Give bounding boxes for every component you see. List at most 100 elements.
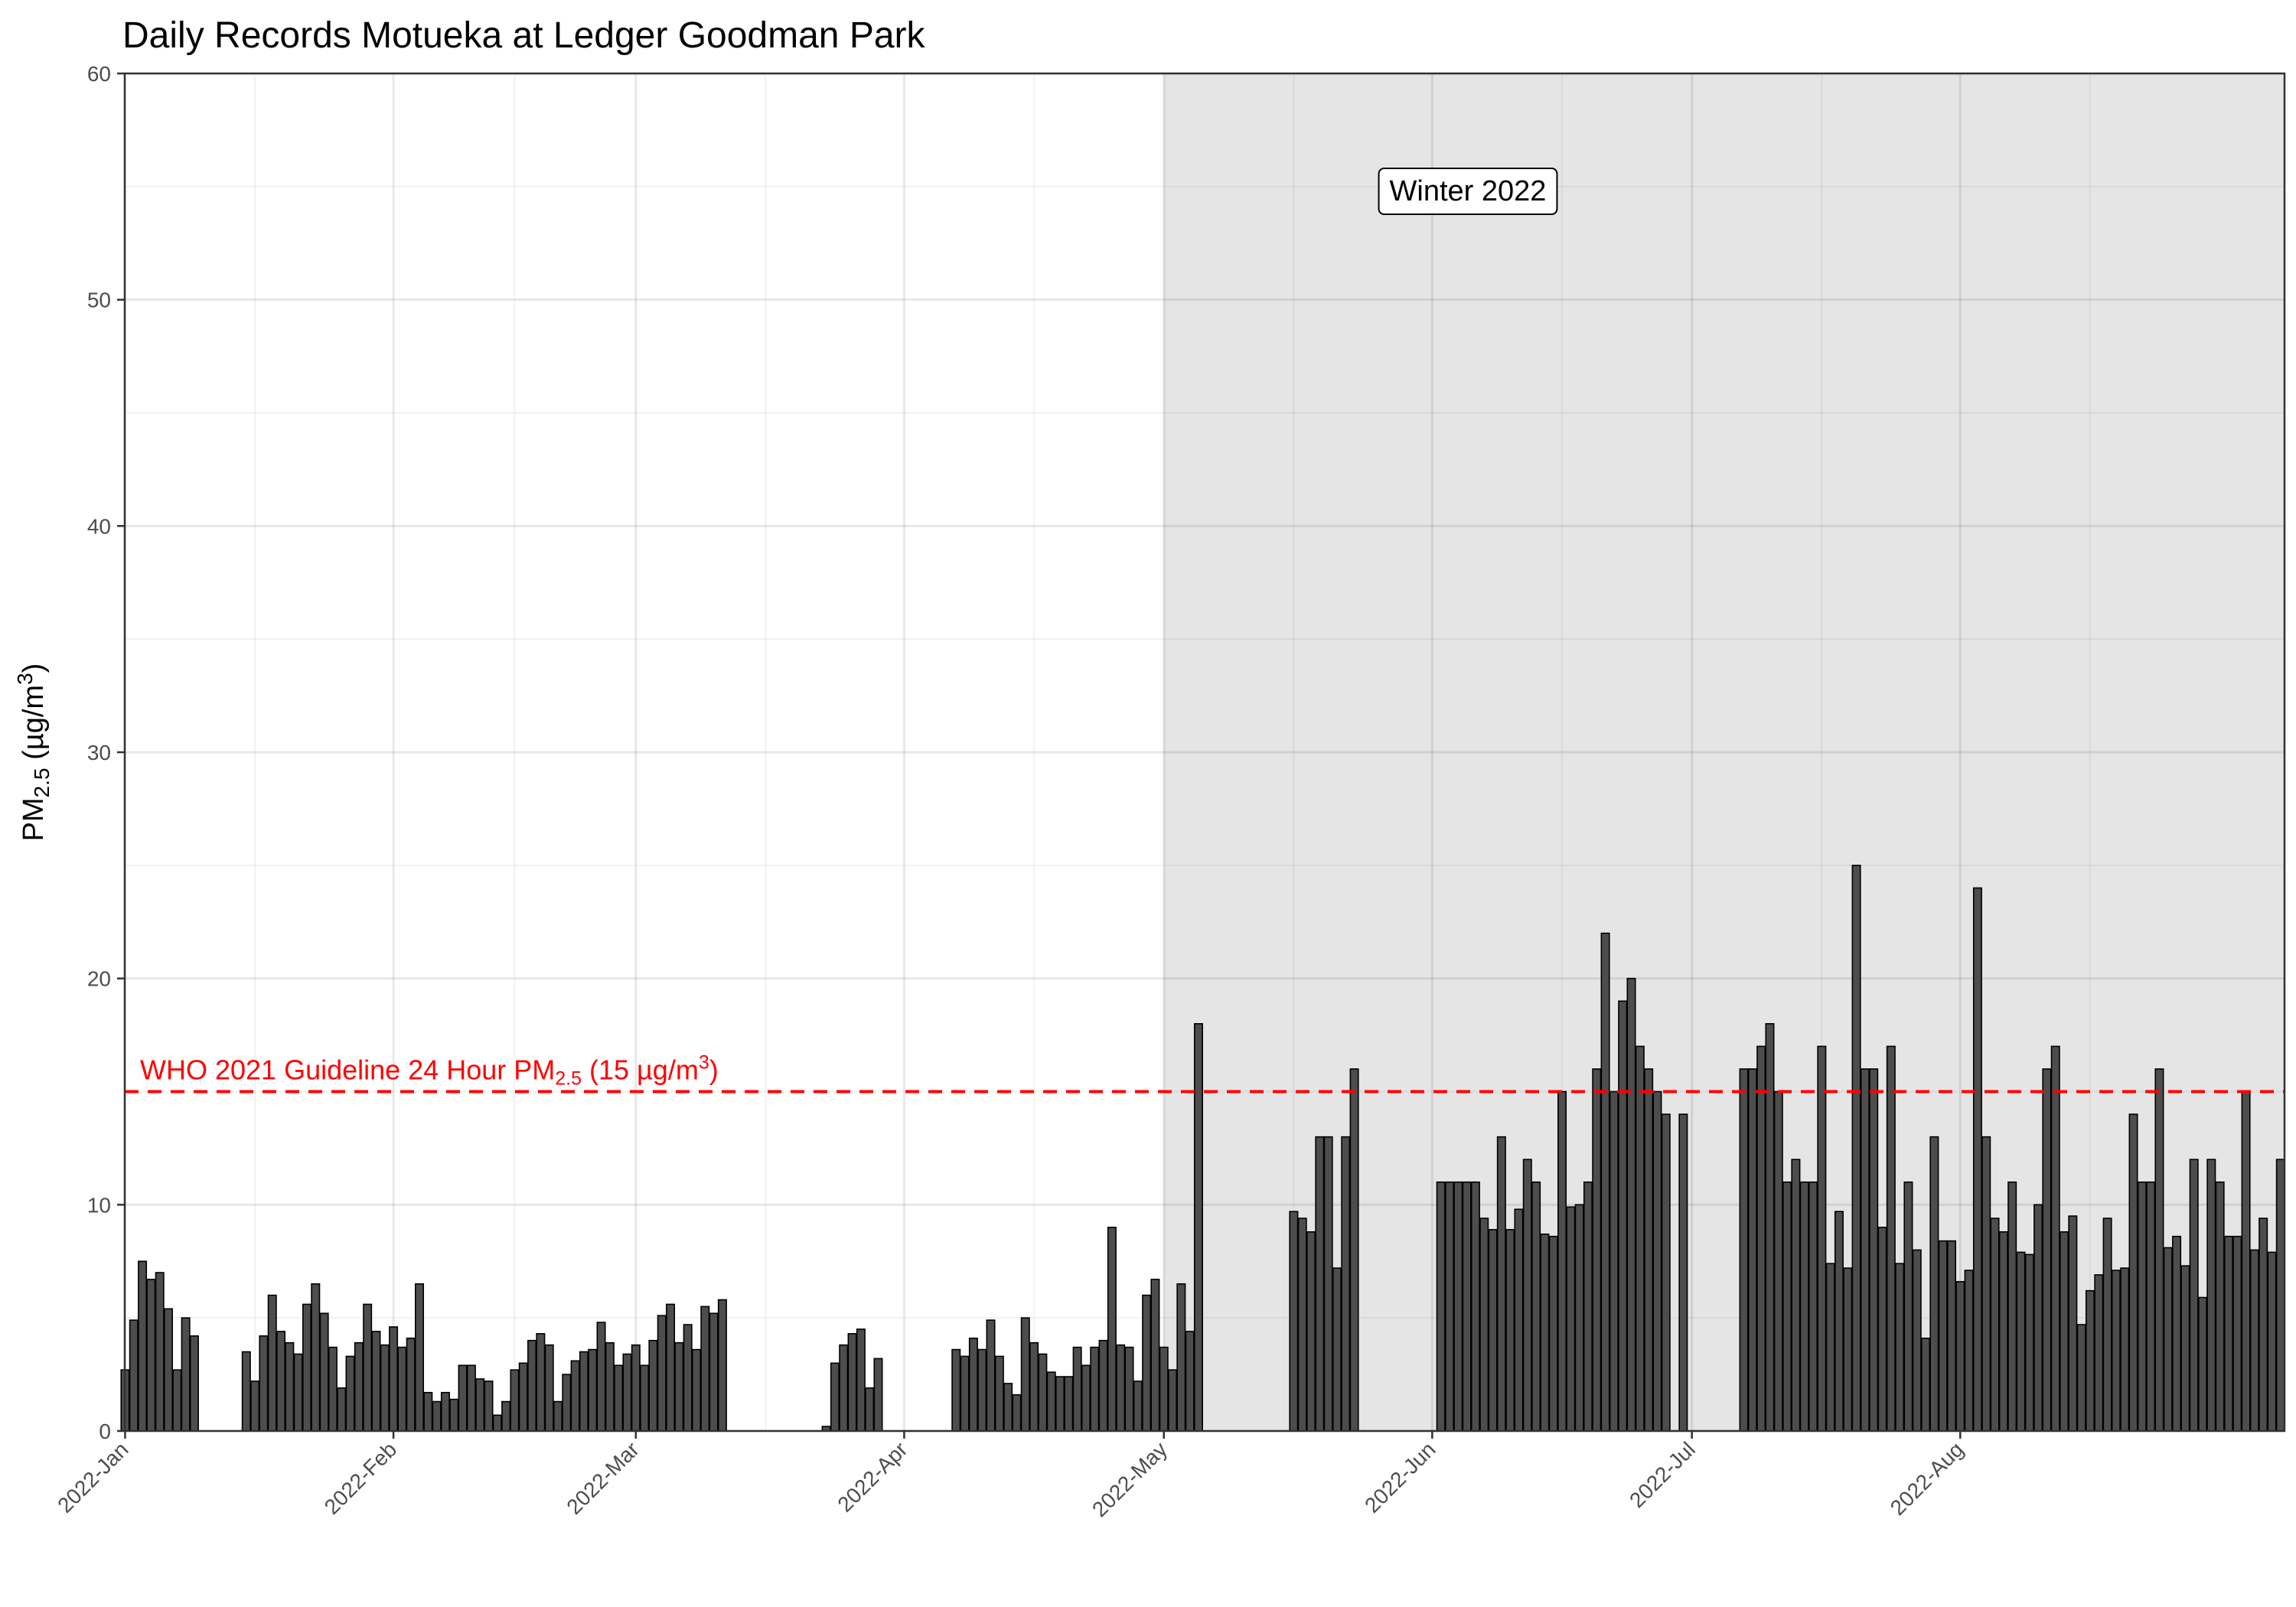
x-tick-label: 2022-Feb	[320, 1437, 402, 1519]
bar	[1799, 1181, 1809, 1432]
bar	[856, 1328, 866, 1432]
bar	[371, 1331, 381, 1432]
bar	[1315, 1136, 1325, 1432]
bar	[1877, 1227, 1887, 1432]
bar	[2180, 1265, 2190, 1432]
bar	[1323, 1136, 1333, 1432]
bar	[1297, 1217, 1307, 1432]
bar	[518, 1362, 528, 1432]
x-tick-label: 2022-Aug	[1886, 1437, 1968, 1520]
bar	[1055, 1376, 1065, 1432]
bar	[960, 1355, 970, 1432]
y-tick-label: 20	[87, 967, 111, 991]
bar	[250, 1380, 260, 1432]
bar	[2232, 1235, 2242, 1432]
bar	[1791, 1159, 1801, 1432]
bar	[2128, 1113, 2138, 1432]
bar	[501, 1400, 511, 1432]
bar	[536, 1333, 546, 1432]
bar	[1107, 1227, 1117, 1432]
x-tick-label: 2022-May	[1088, 1437, 1172, 1521]
bar	[1626, 977, 1636, 1432]
bar	[1990, 1217, 2000, 1432]
winter-label-box	[1378, 168, 1558, 215]
bar	[1661, 1113, 1671, 1432]
bar	[449, 1398, 459, 1432]
bar	[1946, 1240, 1956, 1432]
bar	[1349, 1068, 1359, 1432]
bar	[1150, 1279, 1160, 1432]
bar	[155, 1272, 165, 1432]
bar	[631, 1344, 641, 1432]
plot-panel: WHO 2021 Guideline 24 Hour PM2.5 (15 µg/…	[120, 72, 2286, 1433]
bar	[1098, 1339, 1108, 1432]
bar	[605, 1341, 615, 1432]
bar	[1825, 1263, 1835, 1432]
bar	[311, 1283, 321, 1432]
bar	[1566, 1206, 1576, 1432]
bar	[614, 1364, 624, 1432]
bar	[259, 1335, 269, 1432]
bar	[2024, 1253, 2034, 1432]
bar	[1843, 1267, 1853, 1432]
y-axis-label: PM2.5 (µg/m3)	[13, 663, 54, 842]
bar	[2163, 1247, 2173, 1432]
bar	[440, 1391, 450, 1432]
bar	[1531, 1181, 1541, 1432]
bar	[423, 1391, 433, 1432]
bar	[466, 1364, 476, 1432]
bar	[1583, 1181, 1593, 1432]
bar	[1341, 1136, 1351, 1432]
bar	[847, 1333, 857, 1432]
x-tick-label: 2022-Apr	[833, 1437, 912, 1516]
bar	[1090, 1346, 1100, 1432]
bar	[1142, 1294, 1152, 1432]
bar	[1072, 1346, 1082, 1432]
bar	[666, 1303, 676, 1432]
bar	[1972, 887, 1982, 1432]
bar	[1851, 865, 1861, 1432]
bar	[415, 1283, 425, 1432]
y-tick-label: 0	[99, 1420, 111, 1443]
who-guideline-label: WHO 2021 Guideline 24 Hour PM2.5 (15 µg/…	[140, 1052, 719, 1090]
bar	[406, 1337, 416, 1432]
bar	[2258, 1217, 2268, 1432]
bar	[2007, 1181, 2017, 1432]
bar	[2206, 1159, 2216, 1432]
bar	[345, 1355, 355, 1432]
bar	[527, 1339, 537, 1432]
bar	[1046, 1371, 1056, 1432]
bar	[2111, 1270, 2121, 1432]
x-tick-label: 2022-Jan	[53, 1437, 132, 1517]
bar	[1133, 1380, 1143, 1432]
bar	[2223, 1235, 2233, 1432]
bar	[1600, 932, 1610, 1432]
bar	[648, 1339, 658, 1432]
bar	[1496, 1136, 1506, 1432]
bar	[2094, 1274, 2104, 1432]
bar	[2033, 1204, 2043, 1432]
bar	[189, 1335, 199, 1432]
bar	[2249, 1249, 2259, 1432]
bar	[2197, 1296, 2208, 1432]
bar	[1895, 1263, 1905, 1432]
bar	[484, 1380, 494, 1432]
bar	[1168, 1369, 1178, 1432]
bar	[873, 1358, 883, 1432]
bar	[839, 1344, 849, 1432]
bar	[1453, 1181, 1463, 1432]
bar	[674, 1341, 684, 1432]
bar	[588, 1348, 598, 1432]
bar	[492, 1414, 502, 1432]
bar	[1998, 1231, 2008, 1432]
bar	[2215, 1181, 2225, 1432]
bar	[951, 1348, 961, 1432]
bar	[1938, 1240, 1948, 1432]
bar	[2076, 1324, 2086, 1432]
bar	[2120, 1267, 2130, 1432]
bar	[181, 1317, 191, 1432]
bar	[1903, 1181, 1913, 1432]
bar	[865, 1387, 875, 1432]
bar	[994, 1355, 1004, 1432]
